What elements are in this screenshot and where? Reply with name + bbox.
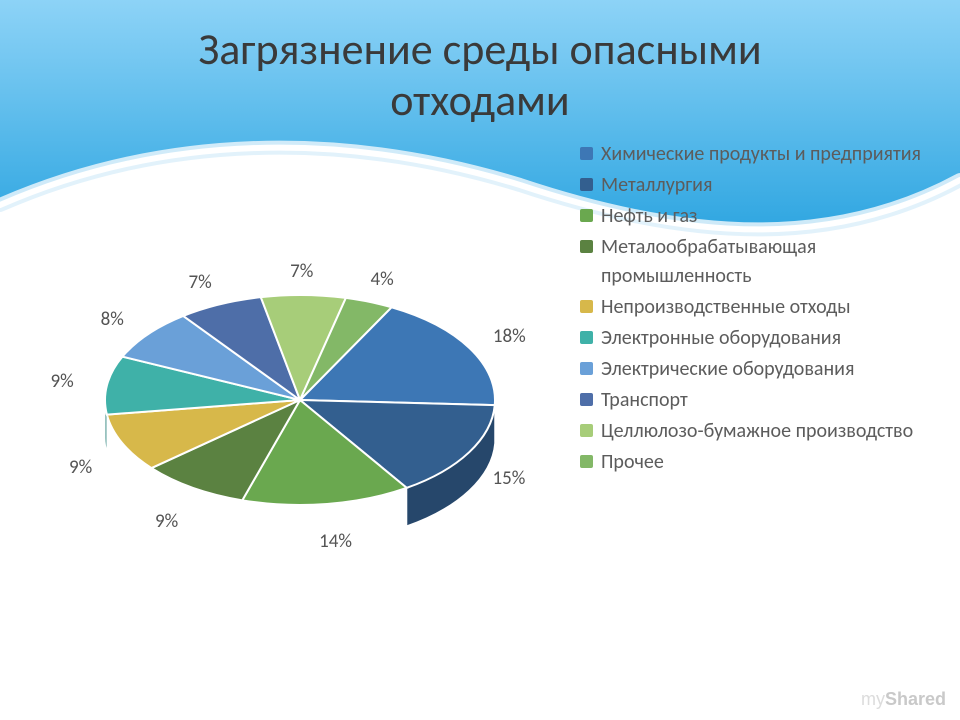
legend-swatch — [580, 300, 593, 313]
legend-label: Целлюлозо-бумажное производство — [601, 417, 960, 446]
legend-item: Металлургия — [580, 171, 960, 200]
legend-item: Транспорт — [580, 386, 960, 415]
legend-label: Металлургия — [601, 171, 960, 200]
slide: Загрязнение среды опасными отходами 18% 1… — [0, 0, 960, 720]
legend-item: Химические продукты и предприятия — [580, 140, 960, 169]
legend-item: Непроизводственные отходы — [580, 293, 960, 322]
legend-item: Прочее — [580, 448, 960, 477]
legend-item: Электронные оборудования — [580, 324, 960, 353]
legend-label: Непроизводственные отходы — [601, 293, 960, 322]
legend-swatch — [580, 147, 593, 160]
watermark-prefix: my — [861, 689, 885, 709]
title-line-2: отходами — [390, 73, 569, 127]
legend-swatch — [580, 331, 593, 344]
legend-swatch — [580, 393, 593, 406]
legend-swatch — [580, 362, 593, 375]
legend-swatch — [580, 455, 593, 468]
pie-slice-label: 9% — [51, 370, 74, 393]
legend-label: Электронные оборудования — [601, 324, 960, 353]
legend-item: Электрические оборудования — [580, 355, 960, 384]
pie-slice-label: 7% — [188, 271, 211, 294]
pie-slice-label: 4% — [370, 268, 393, 291]
pie-slice-label: 8% — [101, 308, 124, 331]
legend-label: Транспорт — [601, 386, 960, 415]
legend-swatch — [580, 240, 593, 253]
legend-swatch — [580, 209, 593, 222]
legend-swatch — [580, 424, 593, 437]
pie-chart: 18%15%14%9%9%9%8%7%7%4% — [60, 220, 540, 600]
legend-label: Прочее — [601, 448, 960, 477]
legend-label: Металообрабатывающая промышленность — [601, 233, 960, 291]
pie-slice-label: 9% — [69, 456, 92, 479]
pie-slice-label: 15% — [492, 467, 525, 490]
legend-swatch — [580, 178, 593, 191]
legend-item: Металообрабатывающая промышленность — [580, 233, 960, 291]
legend-label: Химические продукты и предприятия — [601, 140, 960, 169]
legend-label: Электрические оборудования — [601, 355, 960, 384]
legend: Химические продукты и предприятияМеталлу… — [580, 140, 960, 479]
pie-slice-label: 9% — [155, 510, 178, 533]
title-line-1: Загрязнение среды опасными — [198, 22, 761, 76]
legend-item: Целлюлозо-бумажное производство — [580, 417, 960, 446]
watermark: myShared — [861, 689, 946, 710]
pie-slice-label: 7% — [290, 260, 313, 283]
legend-label: Нефть и газ — [601, 202, 960, 231]
pie-slice-label: 14% — [319, 530, 352, 553]
chart-area: 18%15%14%9%9%9%8%7%7%4% Химические проду… — [60, 220, 940, 700]
slide-title: Загрязнение среды опасными отходами — [0, 24, 960, 125]
pie-slice-label: 18% — [493, 325, 526, 348]
legend-item: Нефть и газ — [580, 202, 960, 231]
watermark-suffix: Shared — [885, 689, 946, 709]
